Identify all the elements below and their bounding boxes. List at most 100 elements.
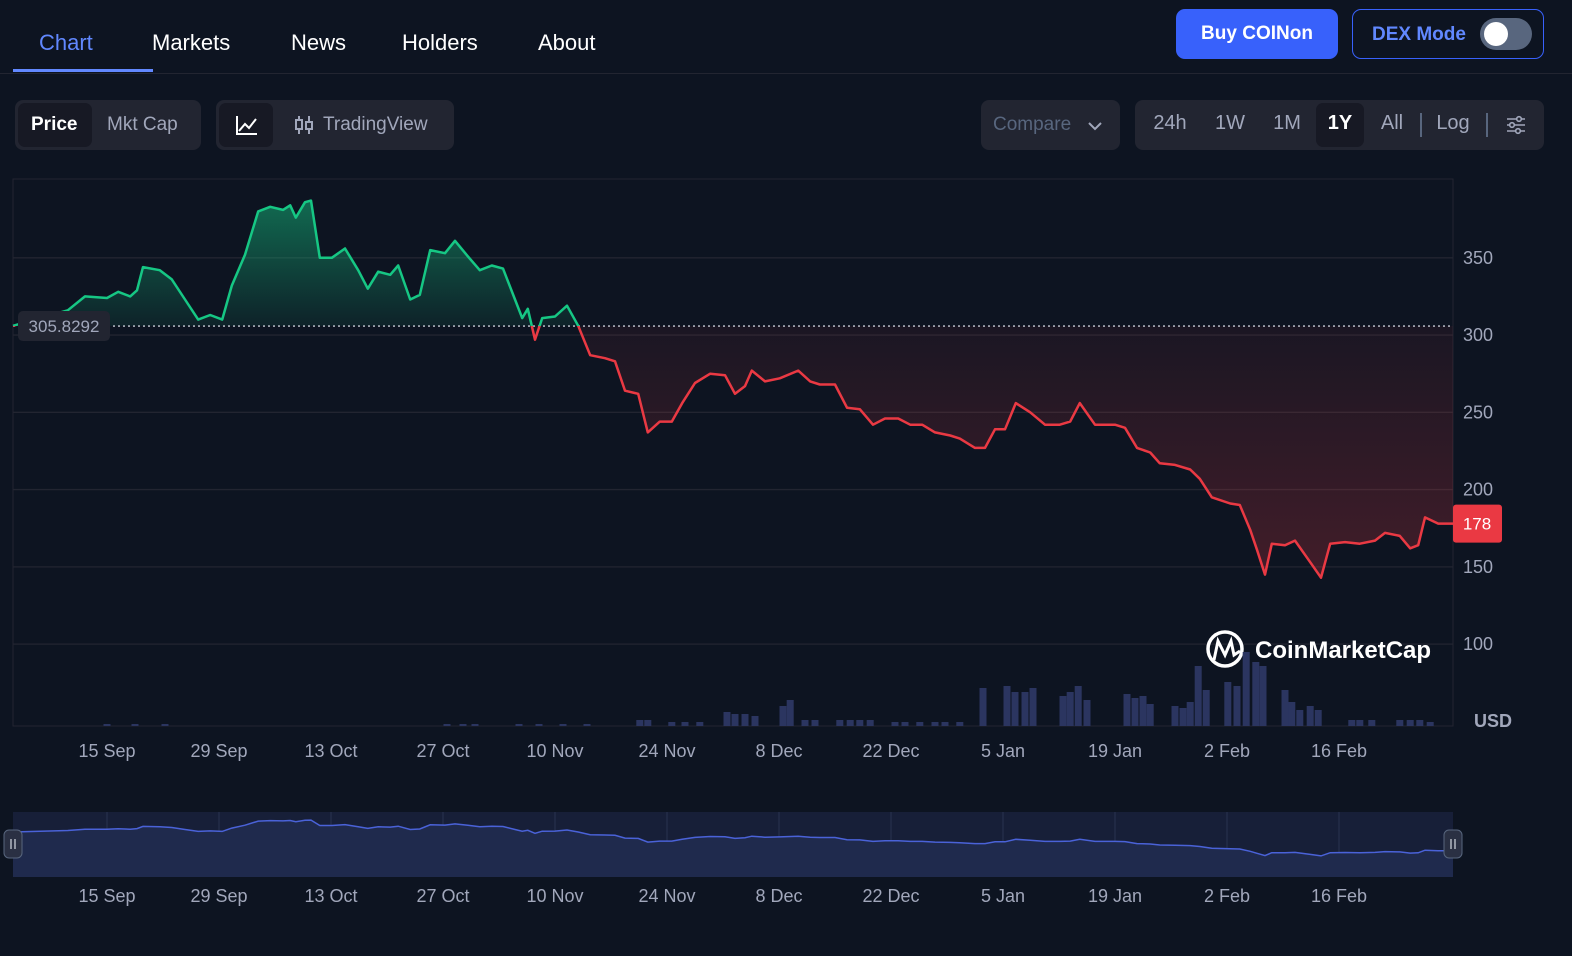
compare-dropdown[interactable]: Compare: [981, 100, 1120, 150]
volume-bar: [681, 722, 689, 726]
mktcap-toggle[interactable]: Mkt Cap: [107, 114, 178, 135]
tab-about[interactable]: About: [538, 30, 596, 55]
volume-bar: [786, 700, 794, 726]
y-tick-label: 300: [1463, 325, 1493, 345]
volume-bar: [1314, 710, 1322, 726]
volume-bar: [696, 722, 704, 726]
range-1w[interactable]: 1W: [1215, 112, 1245, 134]
handle-grip: [10, 839, 16, 849]
volume-bar: [1186, 702, 1194, 726]
separator: [1420, 113, 1422, 137]
toggle[interactable]: [1480, 18, 1532, 50]
volume-bar: [846, 720, 854, 726]
navigator-handle[interactable]: [3, 829, 23, 859]
volume-bar: [443, 724, 451, 726]
volume-bar: [1194, 666, 1202, 726]
settings-icon[interactable]: [1504, 113, 1528, 137]
handle-grip: [1450, 839, 1456, 849]
y-unit: USD: [1474, 711, 1512, 731]
navigator-tick-label: 13 Oct: [304, 886, 357, 906]
volume-bar: [856, 720, 864, 726]
chevron: [1088, 122, 1102, 131]
volume-bar: [1348, 720, 1356, 726]
volume-bar: [1021, 692, 1029, 726]
metric-toggle: Price Mkt Cap: [15, 100, 201, 150]
volume-bar: [131, 724, 139, 726]
volume-bar: [535, 724, 543, 726]
volume-bar: [941, 722, 949, 726]
baseline-label-box: [18, 311, 110, 342]
navigator-area: [13, 820, 1453, 877]
volume-bar: [779, 706, 787, 726]
toggle-knob: [1484, 22, 1508, 46]
volume-bar: [751, 716, 759, 726]
log-toggle[interactable]: Log: [1436, 112, 1470, 134]
tab-chart[interactable]: Chart: [39, 30, 93, 55]
price-label: 178: [1463, 515, 1491, 534]
x-tick-label: 27 Oct: [416, 741, 469, 761]
compare-label: Compare: [993, 114, 1072, 135]
y-tick-label: 100: [1463, 634, 1493, 654]
range-24h[interactable]: 24h: [1153, 112, 1187, 134]
tab-holders[interactable]: Holders: [402, 30, 478, 55]
navigator-tick-label: 2 Feb: [1204, 886, 1250, 906]
x-tick-label: 29 Sep: [190, 741, 247, 761]
volume-bar: [1288, 702, 1296, 726]
volume-bar: [1406, 720, 1414, 726]
navigator-tick-label: 16 Feb: [1311, 886, 1367, 906]
range-group: [1135, 100, 1544, 150]
volume-bar: [1066, 692, 1074, 726]
volume-bar: [1202, 690, 1210, 726]
navigator-handle[interactable]: [1443, 829, 1463, 859]
volume-bar: [471, 724, 479, 726]
line-chart-button[interactable]: [219, 103, 273, 147]
range-all[interactable]: All: [1380, 112, 1404, 134]
volume-bar: [866, 720, 874, 726]
volume-bar: [1224, 682, 1232, 726]
y-tick-label: 250: [1463, 402, 1493, 422]
volume-bar: [1123, 694, 1131, 726]
volume-bar: [1306, 706, 1314, 726]
navigator-tick-label: 19 Jan: [1088, 886, 1142, 906]
navigator-tick-label: 5 Jan: [981, 886, 1025, 906]
volume-bar: [1179, 708, 1187, 726]
volume-bar: [1233, 686, 1241, 726]
volume-bar: [636, 720, 644, 726]
volume-bar: [1426, 722, 1434, 726]
volume-bar: [1252, 662, 1260, 726]
dex-mode-button[interactable]: DEX Mode: [1352, 9, 1544, 59]
volume-bar: [901, 722, 909, 726]
tradingview-button[interactable]: TradingView: [323, 114, 428, 135]
volume-bar: [1139, 696, 1147, 726]
range-1m[interactable]: 1M: [1273, 112, 1301, 134]
volume-bar: [836, 720, 844, 726]
volume-bar: [1396, 720, 1404, 726]
x-tick-label: 24 Nov: [638, 741, 695, 761]
volume-bar: [741, 714, 749, 726]
volume-bar: [1146, 704, 1154, 726]
x-tick-label: 2 Feb: [1204, 741, 1250, 761]
buy-button[interactable]: Buy COINon: [1176, 9, 1338, 59]
tab-news[interactable]: News: [291, 30, 347, 55]
volume-bar: [644, 720, 652, 726]
volume-bar: [1029, 688, 1037, 726]
watermark: [1206, 630, 1244, 668]
x-tick-label: 22 Dec: [862, 741, 919, 761]
tab-markets[interactable]: Markets: [152, 30, 231, 55]
dex-mode-label: DEX Mode: [1372, 24, 1466, 45]
volume-bar: [161, 724, 169, 726]
divider: [0, 73, 1572, 74]
volume-bar: [1171, 706, 1179, 726]
price-toggle[interactable]: Price: [31, 114, 78, 135]
volume-bar: [1281, 690, 1289, 726]
y-tick-label: 350: [1463, 248, 1493, 268]
range-1y[interactable]: 1Y: [1327, 112, 1353, 134]
volume-bar: [668, 722, 676, 726]
x-tick-label: 15 Sep: [78, 741, 135, 761]
navigator-tick-label: 15 Sep: [78, 886, 135, 906]
volume-bar: [931, 722, 939, 726]
navigator-tick-label: 10 Nov: [526, 886, 583, 906]
volume-bar: [1059, 696, 1067, 726]
